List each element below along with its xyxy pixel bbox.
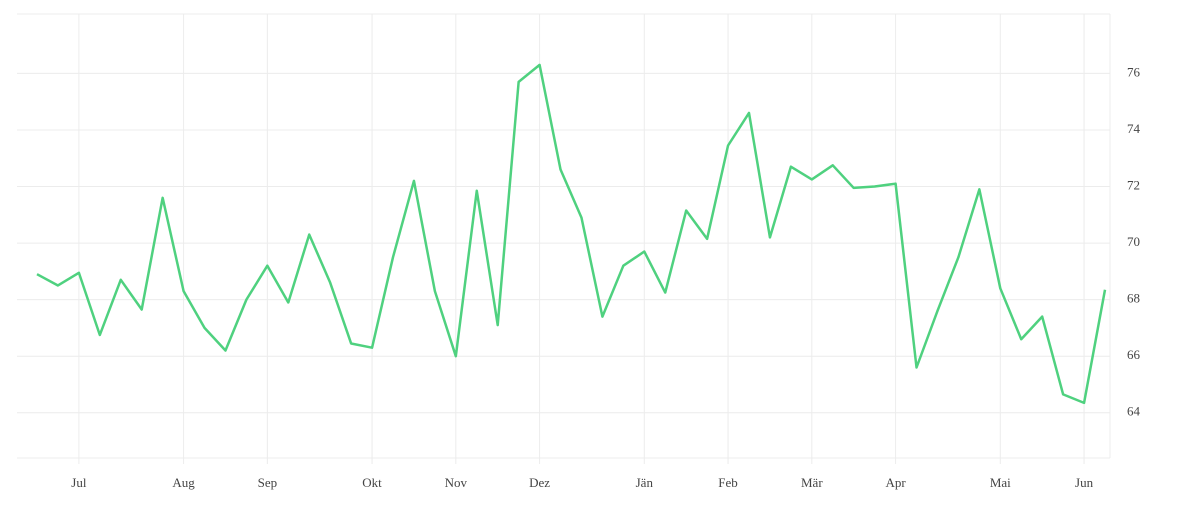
x-tick-label: Apr [885, 475, 906, 490]
x-tick-label: Dez [529, 475, 550, 490]
y-tick-label: 70 [1127, 234, 1140, 249]
x-tick-label: Aug [172, 475, 195, 490]
x-tick-label: Jul [71, 475, 87, 490]
x-tick-label: Sep [258, 475, 278, 490]
x-tick-label: Jän [636, 475, 654, 490]
line-series [36, 63, 1107, 405]
x-tick-label: Nov [445, 475, 468, 490]
x-tick-label: Jun [1075, 475, 1094, 490]
y-tick-label: 64 [1127, 404, 1141, 419]
x-tick-label: Feb [718, 475, 738, 490]
x-tick-label: Mär [801, 475, 823, 490]
y-tick-label: 66 [1127, 347, 1141, 362]
y-tick-label: 74 [1127, 121, 1141, 136]
y-tick-label: 68 [1127, 291, 1140, 306]
y-tick-label: 76 [1127, 64, 1141, 79]
x-tick-label: Okt [362, 475, 382, 490]
y-tick-label: 72 [1127, 177, 1140, 192]
x-tick-label: Mai [990, 475, 1011, 490]
